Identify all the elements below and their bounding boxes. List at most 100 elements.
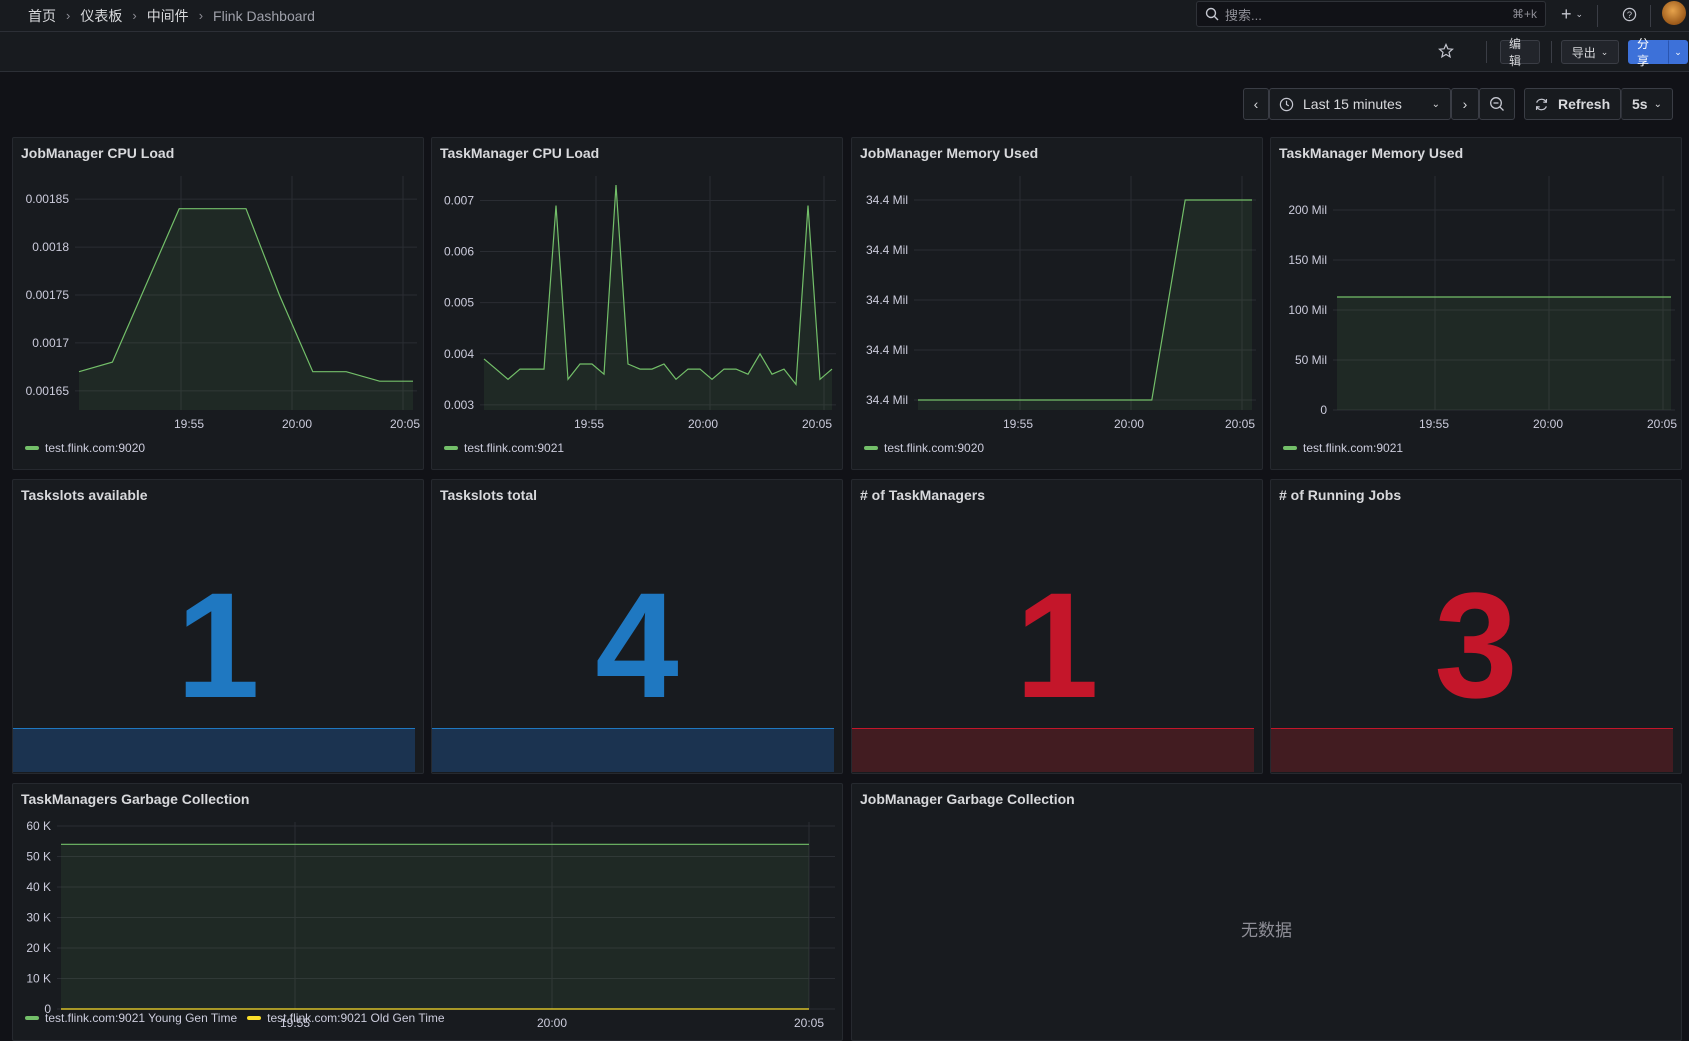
- time-back-button[interactable]: ‹: [1243, 88, 1269, 120]
- stat-value: 3: [1434, 561, 1518, 729]
- panel-title: Taskslots available: [21, 487, 148, 503]
- legend-item[interactable]: test.flink.com:9021: [444, 441, 564, 455]
- share-menu-button[interactable]: ⌄: [1668, 40, 1688, 64]
- panel-title: JobManager Garbage Collection: [860, 791, 1075, 807]
- x-tick-label: 19:55: [280, 1016, 310, 1030]
- stat-sparkline: [432, 728, 834, 772]
- y-tick-label: 30 K: [26, 911, 51, 925]
- add-menu-button[interactable]: + ⌄: [1556, 3, 1588, 25]
- stat-sparkline: [852, 728, 1254, 772]
- search-input[interactable]: 搜索... ⌘+k: [1196, 1, 1546, 27]
- panel-title: TaskManager Memory Used: [1279, 145, 1464, 161]
- panel-taskslots-available[interactable]: Taskslots available 1: [12, 479, 424, 774]
- panel-taskslots-total[interactable]: Taskslots total 4: [431, 479, 843, 774]
- panel-jobmanager-memory[interactable]: JobManager Memory Used 34.4 Mil 34.4 Mil 3…: [851, 137, 1263, 470]
- data-point: [951, 399, 952, 400]
- y-tick-label: 0.0018: [32, 240, 69, 254]
- panel-title: TaskManagers Garbage Collection: [21, 791, 250, 807]
- y-tick-label: 100 Mil: [1288, 303, 1327, 317]
- x-tick-label: 20:00: [1533, 417, 1563, 431]
- panel-running-jobs[interactable]: # of Running Jobs 3: [1270, 479, 1682, 774]
- y-tick-label: 50 Mil: [1295, 353, 1327, 367]
- legend-item-old[interactable]: test.flink.com:9021 Old Gen Time: [247, 1011, 445, 1025]
- legend-swatch: [444, 446, 458, 450]
- top-nav: 首页 › 仪表板 › 中间件 › Flink Dashboard 搜索... ⌘…: [0, 0, 1689, 32]
- data-point: [1185, 199, 1186, 200]
- data-point: [412, 381, 413, 382]
- x-tick-label: 20:05: [1225, 417, 1255, 431]
- help-button[interactable]: ?: [1618, 3, 1640, 25]
- series-area: [484, 185, 832, 410]
- zoom-out-button[interactable]: [1479, 88, 1515, 120]
- panel-taskmanagers-gc[interactable]: TaskManagers Garbage Collection 0 10 K 20 …: [12, 783, 843, 1041]
- y-tick-label: 0.003: [444, 398, 474, 412]
- y-tick-label: 150 Mil: [1288, 253, 1327, 267]
- panel-title: JobManager Memory Used: [860, 145, 1039, 161]
- breadcrumb-folder[interactable]: 中间件: [146, 7, 189, 24]
- x-tick-label: 20:05: [1647, 417, 1677, 431]
- data-point: [795, 384, 796, 385]
- legend-label: test.flink.com:9020: [45, 441, 146, 455]
- edit-button[interactable]: 编辑: [1500, 37, 1540, 68]
- data-point: [808, 844, 809, 845]
- data-point: [1018, 399, 1019, 400]
- x-tick-label: 20:00: [1114, 417, 1144, 431]
- data-point: [621, 844, 622, 845]
- data-point: [519, 369, 520, 370]
- chevron-left-icon: ‹: [1253, 96, 1259, 112]
- data-point: [1537, 296, 1538, 297]
- data-point: [819, 379, 820, 380]
- panel-taskmanager-cpu[interactable]: TaskManager CPU Load 0.003 0.004 0.005 0.00…: [431, 137, 843, 470]
- y-tick-label: 34.4 Mil: [866, 393, 908, 407]
- panel-num-taskmanagers[interactable]: # of TaskManagers 1: [851, 479, 1263, 774]
- time-range-picker[interactable]: Last 15 minutes ⌄: [1269, 88, 1451, 120]
- time-forward-button[interactable]: ›: [1451, 88, 1479, 120]
- panel-title: TaskManager CPU Load: [440, 145, 600, 161]
- data-point: [651, 369, 652, 370]
- y-tick-label: 34.4 Mil: [866, 293, 908, 307]
- legend-item[interactable]: test.flink.com:9020: [864, 441, 984, 455]
- jobmanager-memory-chart: 34.4 Mil 34.4 Mil 34.4 Mil 34.4 Mil 34.4 Mil…: [866, 176, 1256, 431]
- legend-item[interactable]: test.flink.com:9020: [25, 441, 145, 455]
- chevron-down-icon: ⌄: [1674, 46, 1682, 57]
- data-point: [555, 205, 556, 206]
- breadcrumb-dashboards[interactable]: 仪表板: [80, 7, 123, 24]
- share-button[interactable]: 分享: [1628, 37, 1668, 68]
- legend-item[interactable]: test.flink.com:9021: [1283, 441, 1403, 455]
- x-tick-label: 19:55: [1419, 417, 1449, 431]
- y-tick-label: 20 K: [26, 941, 51, 955]
- star-button[interactable]: [1435, 40, 1457, 62]
- data-point: [808, 1008, 809, 1009]
- y-tick-label: 0.00165: [26, 384, 70, 398]
- panel-jobmanager-gc[interactable]: JobManager Garbage Collection 无数据: [851, 783, 1682, 1041]
- panel-taskmanager-memory[interactable]: TaskManager Memory Used 0 50 Mil 100 Mil 15…: [1270, 137, 1682, 470]
- chevron-down-icon: ⌄: [1431, 98, 1440, 110]
- refresh-button[interactable]: Refresh: [1524, 88, 1621, 120]
- legend-item-young[interactable]: test.flink.com:9021 Young Gen Time: [25, 1011, 237, 1025]
- stat-value: 4: [595, 561, 679, 729]
- data-point: [1604, 296, 1605, 297]
- y-tick-label: 34.4 Mil: [866, 243, 908, 257]
- data-point: [615, 185, 616, 186]
- series-area: [918, 200, 1252, 410]
- data-point: [434, 1008, 435, 1009]
- data-point: [60, 844, 61, 845]
- svg-text:?: ?: [1626, 9, 1631, 19]
- data-point: [1084, 399, 1085, 400]
- y-tick-label: 0.006: [444, 245, 474, 259]
- data-point: [603, 374, 604, 375]
- star-icon: [1438, 43, 1454, 59]
- refresh-interval-picker[interactable]: 5s ⌄: [1621, 88, 1673, 120]
- data-point: [495, 369, 496, 370]
- export-button[interactable]: 导出 ⌄: [1561, 40, 1619, 64]
- clock-icon: [1279, 97, 1294, 111]
- panel-jobmanager-cpu[interactable]: JobManager CPU Load 0.00165 0.0017 0.00175…: [12, 137, 424, 470]
- data-point: [771, 374, 772, 375]
- jobmanager-cpu-chart: 0.00165 0.0017 0.00175 0.0018 0.00185 19:55 20…: [26, 176, 420, 431]
- no-data-message: 无数据: [1241, 921, 1292, 940]
- data-point: [917, 399, 918, 400]
- y-tick-label: 0: [44, 1002, 51, 1016]
- breadcrumb-home[interactable]: 首页: [28, 7, 56, 24]
- user-avatar[interactable]: [1662, 1, 1686, 25]
- y-tick-label: 0.00175: [26, 288, 70, 302]
